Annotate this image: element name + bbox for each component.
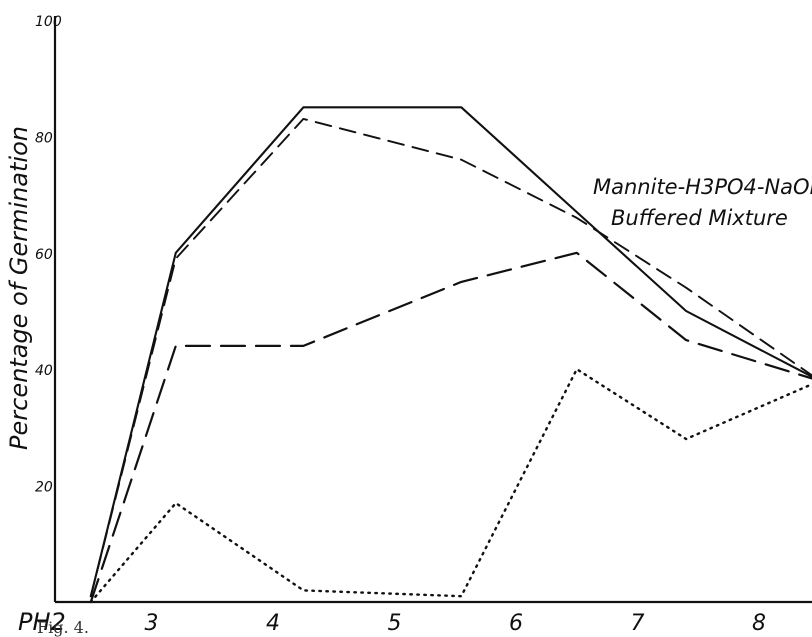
y-tick-label: 60 xyxy=(35,247,53,263)
mixture-annotation-line-1: Mannite-H3PO4-NaOH xyxy=(593,175,812,199)
y-axis-title: Percentage of Germination xyxy=(5,126,33,450)
axis-ticks: PH2 3 4 5 6 7 8 20 40 60 80 100 xyxy=(18,14,766,636)
series-line-short-dash xyxy=(89,117,812,598)
series-line-long-dash xyxy=(89,251,812,604)
series-line-solid xyxy=(89,106,812,598)
y-tick-label: 40 xyxy=(35,363,53,379)
x-tick-label: 5 xyxy=(388,611,402,636)
y-tick-label: 80 xyxy=(35,130,53,146)
x-tick-label: 7 xyxy=(631,611,645,636)
mixture-annotation-line-2: Buffered Mixture xyxy=(611,206,788,230)
series-line-dotted xyxy=(89,368,812,604)
x-tick-label: PH2 xyxy=(18,608,66,636)
y-tick-label: 20 xyxy=(35,480,53,496)
x-tick-label: 8 xyxy=(752,611,766,636)
series-layer xyxy=(89,106,812,604)
x-tick-label: 4 xyxy=(266,611,280,636)
x-tick-label: 6 xyxy=(509,611,523,636)
figure-caption: Fig. 4. xyxy=(37,618,89,637)
y-tick-label: 100 xyxy=(35,14,62,30)
x-tick-label: 3 xyxy=(145,611,159,636)
